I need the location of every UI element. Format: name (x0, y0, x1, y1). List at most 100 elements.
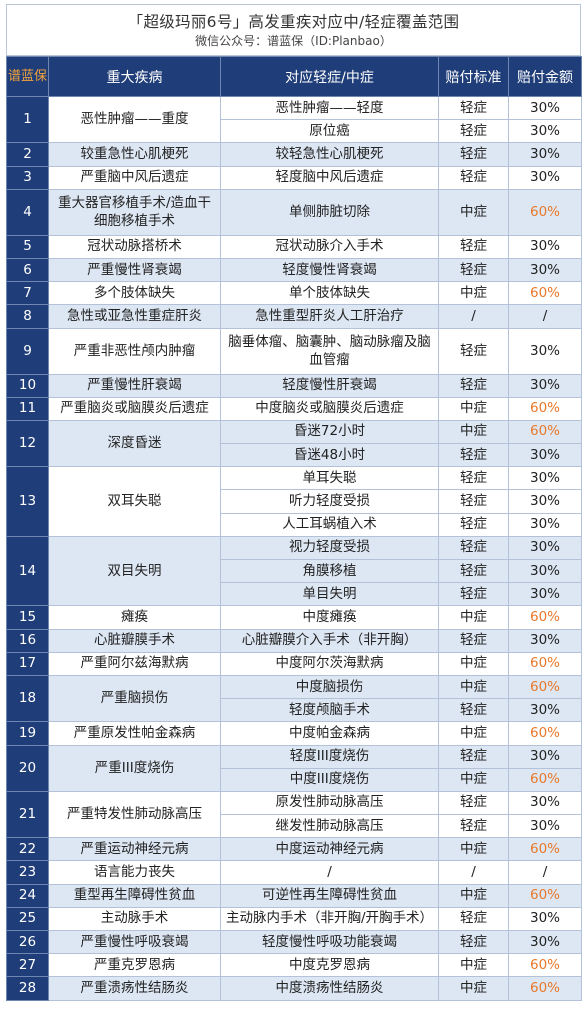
disease-cell: 重大器官移植手术/造血干细胞移植手术 (48, 188, 221, 236)
row-number: 4 (6, 188, 49, 236)
standard-cell: 轻症 (438, 929, 509, 955)
row-number: 26 (6, 929, 49, 955)
table-row: 4 重大器官移植手术/造血干细胞移植手术 单侧肺脏切除 中症 60% (6, 188, 582, 236)
table-header-row: 谱蓝保 重大疾病 对应轻症/中症 赔付标准 赔付金额 (6, 56, 582, 97)
table-row: 11 严重脑炎或脑膜炎后遗症 中度脑炎或脑膜炎后遗症 中症 60% (6, 396, 582, 421)
amount-cell: 60% (508, 188, 582, 236)
mild-condition-cell: 人工耳蜗植入术 (220, 512, 439, 537)
amount-cell: 60% (508, 651, 582, 676)
row-number: 21 (6, 790, 49, 839)
row-number: 15 (6, 605, 49, 630)
mild-condition-cell: 中度溃疡性结肠炎 (220, 976, 439, 1001)
disease-cell: 双耳失聪 (48, 466, 221, 537)
amount-cell: 60% (508, 953, 582, 978)
disease-cell: 冠状动脉搭桥术 (48, 234, 221, 259)
amount-cell: 60% (508, 605, 582, 630)
row-number: 10 (6, 373, 49, 398)
amount-cell: 60% (508, 976, 582, 1001)
row-number: 1 (6, 95, 49, 144)
table-row: 3 严重脑中风后遗症 轻度脑中风后遗症 轻症 30% (6, 165, 582, 190)
table-row: 15 瘫痪 中度瘫痪 中症 60% (6, 605, 582, 630)
mild-condition-cell: 中度瘫痪 (220, 605, 439, 630)
table-row: 6 严重慢性肾衰竭 轻度慢性肾衰竭 轻症 30% (6, 257, 582, 283)
col-header-standard: 赔付标准 (438, 56, 509, 97)
table-row: 轻度颅脑手术 轻症 30% (7, 698, 582, 723)
standard-cell: 轻症 (438, 119, 509, 144)
mild-condition-cell: 中度脑损伤 (220, 674, 439, 700)
table-row: 2 较重急性心肌梗死 较轻急性心肌梗死 轻症 30% (6, 142, 582, 167)
table-row: 10 严重慢性肝衰竭 轻度慢性肝衰竭 轻症 30% (6, 373, 582, 398)
mild-condition-cell: 原位癌 (220, 119, 439, 144)
amount-cell: / (508, 860, 582, 885)
row-number: 9 (6, 327, 49, 375)
table-row: 中度III度烧伤 中症 60% (7, 767, 582, 792)
amount-cell: 30% (508, 327, 582, 375)
standard-cell: 轻症 (438, 489, 509, 514)
mild-condition-cell: 中度阿尔茨海默病 (220, 651, 439, 676)
row-number: 6 (6, 257, 49, 283)
disease-cell: 严重运动神经元病 (48, 837, 221, 862)
row-number: 2 (6, 142, 49, 167)
mild-condition-cell: 轻度慢性呼吸功能衰竭 (220, 929, 439, 955)
amount-cell: 30% (508, 466, 582, 491)
mild-condition-cell: 脑垂体瘤、脑囊肿、脑动脉瘤及脑血管瘤 (220, 327, 439, 375)
standard-cell: 中症 (438, 976, 509, 1001)
table-row: 13 双耳失聪 单耳失聪 轻症 30% (6, 466, 582, 537)
table-row: 16 心脏瓣膜手术 心脏瓣膜介入手术（非开胸） 轻症 30% (6, 628, 582, 653)
mild-condition-cell: 中度帕金森病 (220, 721, 439, 746)
table-row: 23 语言能力丧失 / / / (6, 860, 582, 885)
mild-condition-cell: / (220, 860, 439, 885)
table-row: 8 急性或亚急性重症肝炎 急性重型肝炎人工肝治疗 / / (6, 304, 582, 329)
row-number: 19 (6, 721, 49, 746)
row-number: 22 (6, 837, 49, 862)
standard-cell: 中症 (438, 651, 509, 676)
amount-cell: 30% (508, 535, 582, 561)
standard-cell: / (438, 860, 509, 885)
table-row: 单目失明 轻症 30% (7, 582, 582, 607)
mild-condition-cell: 轻度脑中风后遗症 (220, 165, 439, 190)
standard-cell: 轻症 (438, 142, 509, 167)
mild-condition-cell: 主动脉内手术（非开胸/开胸手术） (220, 906, 439, 932)
coverage-table: 谱蓝保 重大疾病 对应轻症/中症 赔付标准 赔付金额 1 恶性肿瘤——重度 恶性肿瘤… (6, 56, 582, 1001)
row-number: 23 (6, 860, 49, 885)
amount-cell: 30% (508, 95, 582, 121)
amount-cell: 60% (508, 837, 582, 862)
table-row: 人工耳蜗植入术 轻症 30% (7, 512, 582, 537)
standard-cell: 中症 (438, 419, 509, 445)
mild-condition-cell: 昏迷72小时 (220, 419, 439, 445)
mild-condition-cell: 可逆性再生障碍性贫血 (220, 883, 439, 908)
amount-cell: 30% (508, 234, 582, 259)
disease-cell: 严重非恶性颅内肿瘤 (48, 327, 221, 375)
col-header-mild: 对应轻症/中症 (220, 56, 439, 97)
amount-cell: 60% (508, 281, 582, 306)
standard-cell: 轻症 (438, 558, 509, 584)
row-number: 5 (6, 234, 49, 259)
standard-cell: 中症 (438, 396, 509, 421)
mild-condition-cell: 轻度慢性肾衰竭 (220, 257, 439, 283)
amount-cell: 60% (508, 883, 582, 908)
row-number: 18 (6, 674, 49, 723)
standard-cell: 轻症 (438, 814, 509, 839)
table-row: 9 严重非恶性颅内肿瘤 脑垂体瘤、脑囊肿、脑动脉瘤及脑血管瘤 轻症 30% (6, 327, 582, 375)
standard-cell: 轻症 (438, 257, 509, 283)
table-row: 14 双目失明 视力轻度受损 轻症 30% (6, 535, 582, 607)
row-number: 12 (6, 419, 49, 468)
table-row: 28 严重溃疡性结肠炎 中度溃疡性结肠炎 中症 60% (6, 976, 582, 1001)
disease-cell: 主动脉手术 (48, 906, 221, 932)
standard-cell: 轻症 (438, 234, 509, 259)
table-row: 7 多个肢体缺失 单个肢体缺失 中症 60% (6, 281, 582, 306)
disease-cell: 双目失明 (48, 535, 221, 607)
standard-cell: 中症 (438, 188, 509, 236)
col-header-brand: 谱蓝保 (6, 56, 49, 97)
mild-condition-cell: 中度运动神经元病 (220, 837, 439, 862)
row-number: 28 (6, 976, 49, 1001)
standard-cell: 轻症 (438, 95, 509, 121)
standard-cell: / (438, 304, 509, 329)
table-row: 24 重型再生障碍性贫血 可逆性再生障碍性贫血 中症 60% (6, 883, 582, 908)
table-row: 17 严重阿尔兹海默病 中度阿尔茨海默病 中症 60% (6, 651, 582, 676)
amount-cell: 60% (508, 396, 582, 421)
standard-cell: 轻症 (438, 443, 509, 468)
amount-cell: 30% (508, 512, 582, 537)
amount-cell: 30% (508, 628, 582, 653)
table-row: 22 严重运动神经元病 中度运动神经元病 中症 60% (6, 837, 582, 862)
